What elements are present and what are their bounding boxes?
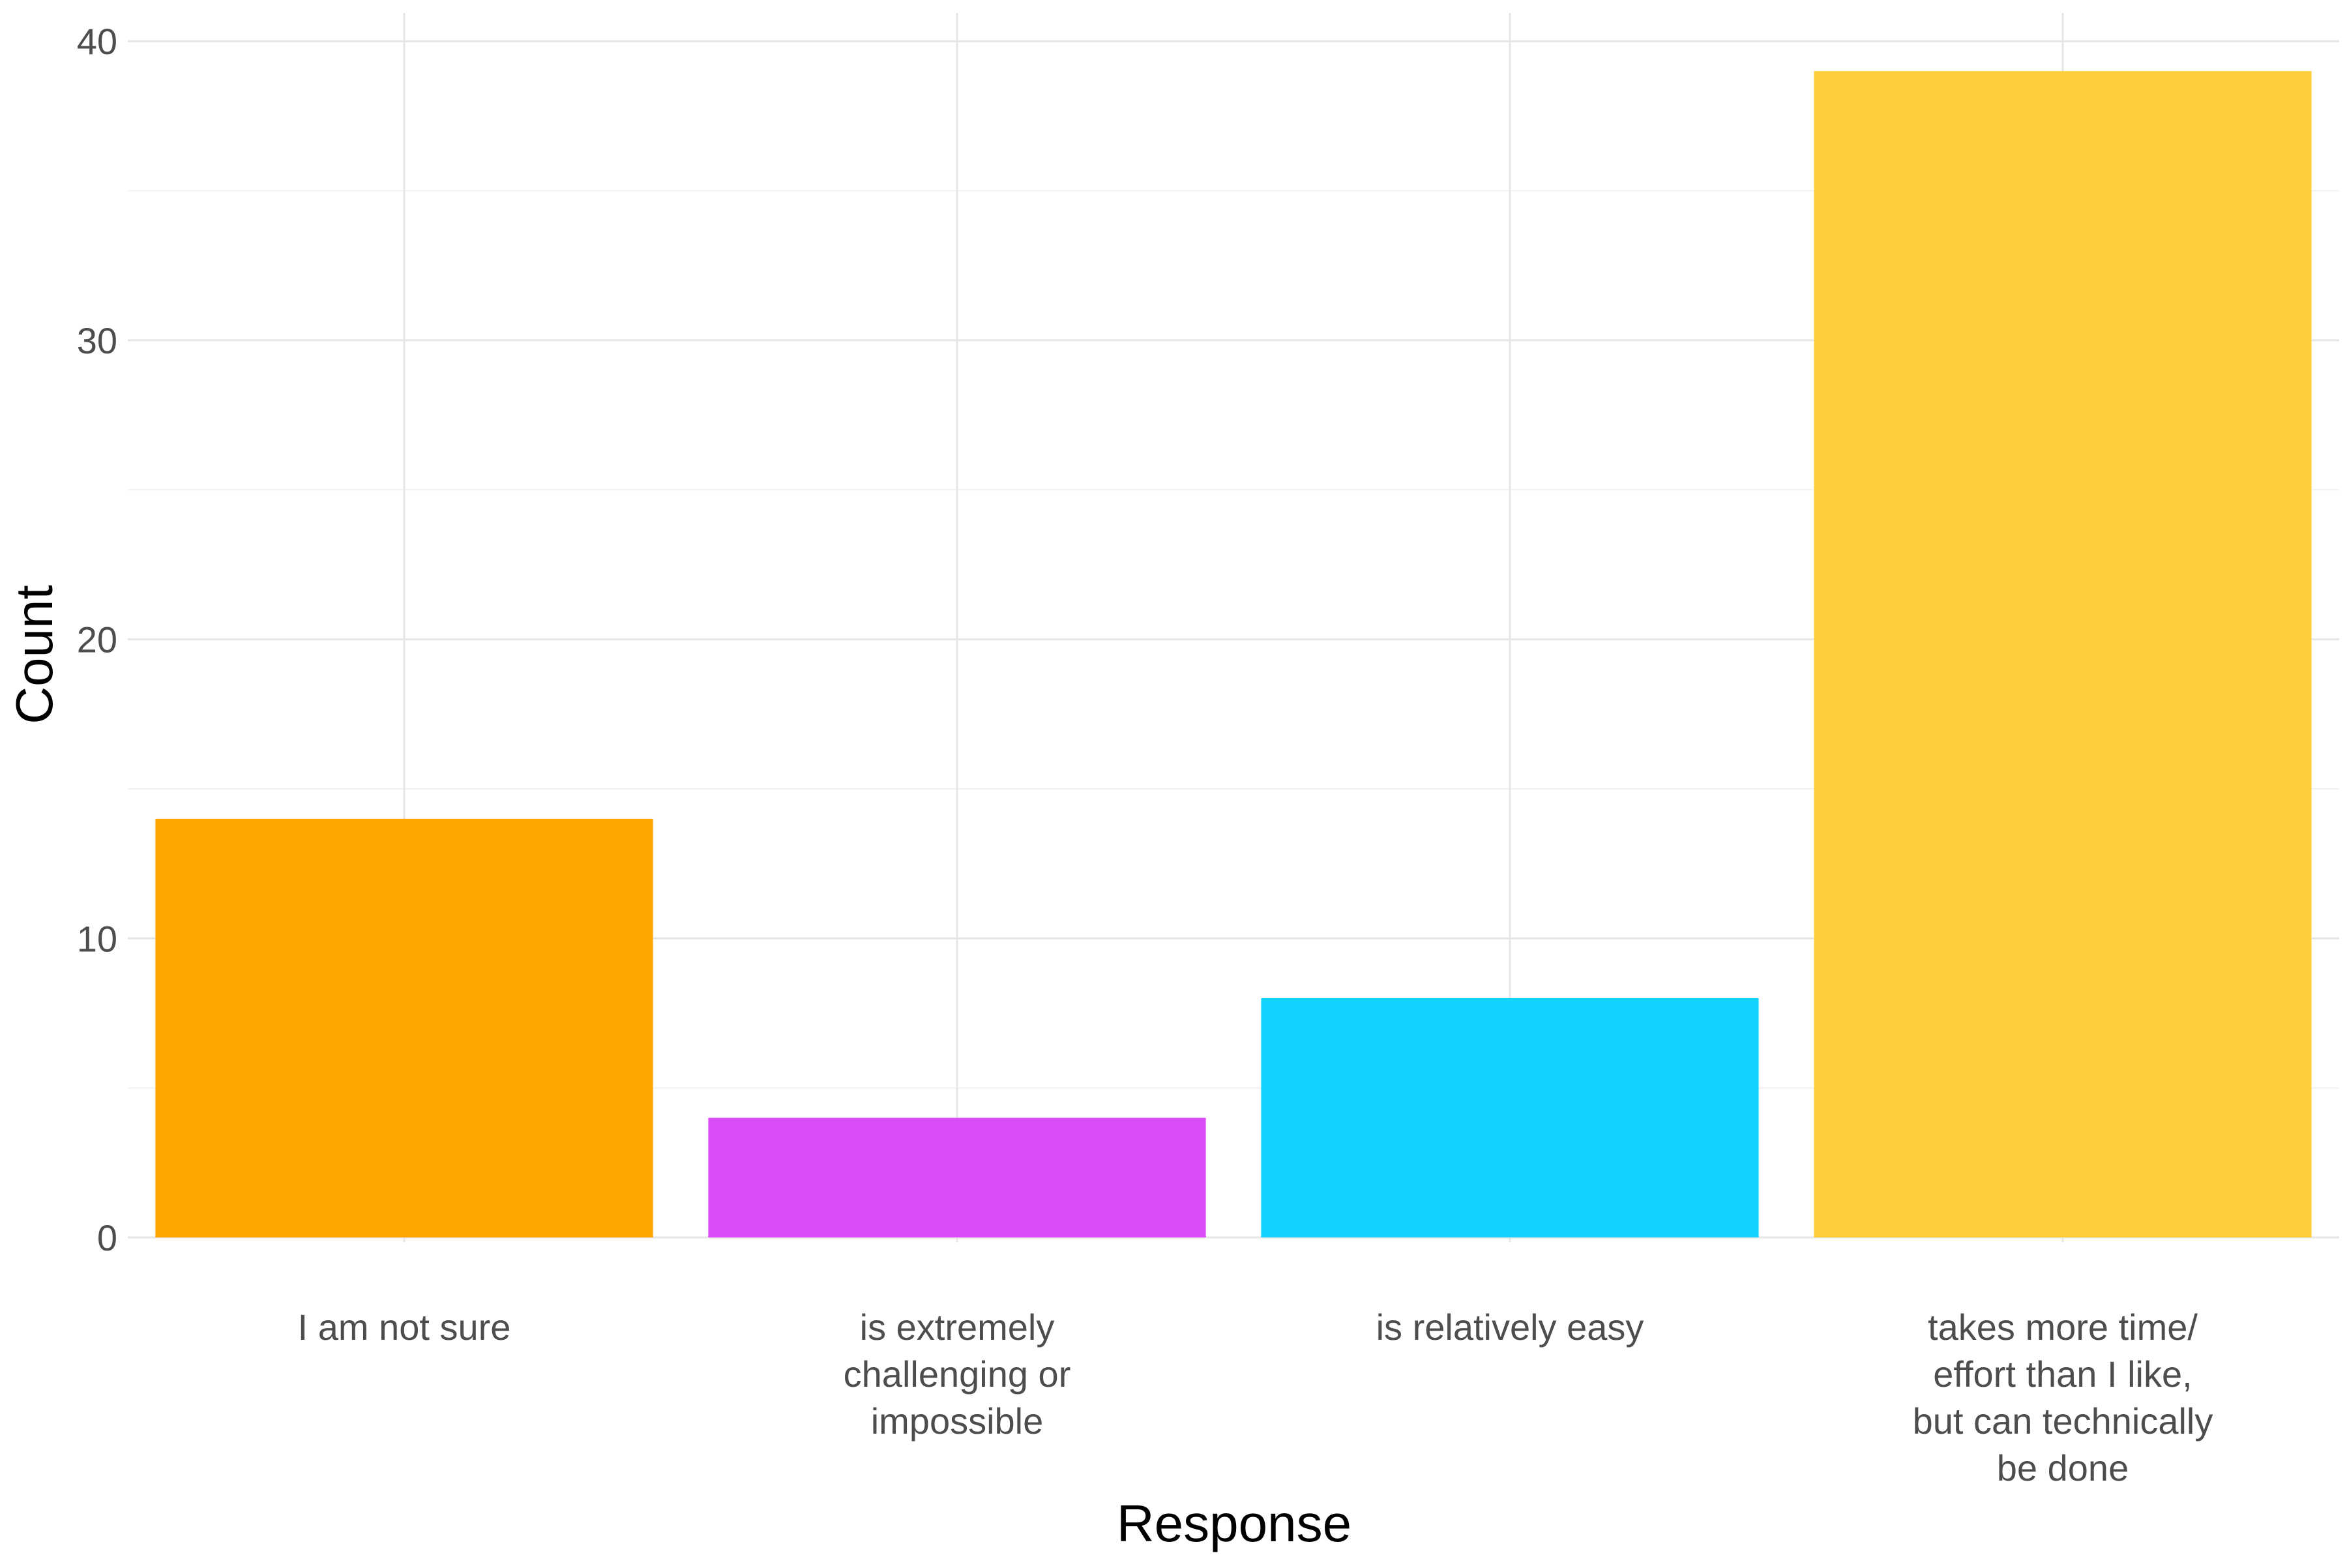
y-tick-label: 30: [77, 320, 117, 361]
x-tick-label: is relatively easy: [1376, 1307, 1644, 1348]
bars: [155, 71, 2312, 1238]
x-axis-title: Response: [1117, 1494, 1351, 1552]
y-tick-label: 0: [97, 1217, 117, 1258]
x-tick-label: is extremely challenging or impossible: [844, 1307, 1071, 1442]
bar-2: [708, 1117, 1206, 1237]
bar-1: [155, 818, 653, 1237]
x-tick-label: I am not sure: [298, 1307, 511, 1348]
y-tick-label: 20: [77, 619, 117, 660]
x-tick-labels: I am not sure is extremely challenging or i…: [298, 1307, 2213, 1488]
x-tick-label: takes more time/effort than I like, but c…: [1913, 1307, 2213, 1488]
y-tick-label: 40: [77, 21, 117, 62]
y-axis-title: Count: [5, 585, 63, 724]
y-tick-labels: 0 10 20 30 40: [77, 21, 117, 1258]
bar-4: [1814, 71, 2312, 1238]
bar-3: [1261, 998, 1759, 1237]
y-tick-label: 10: [77, 918, 117, 959]
